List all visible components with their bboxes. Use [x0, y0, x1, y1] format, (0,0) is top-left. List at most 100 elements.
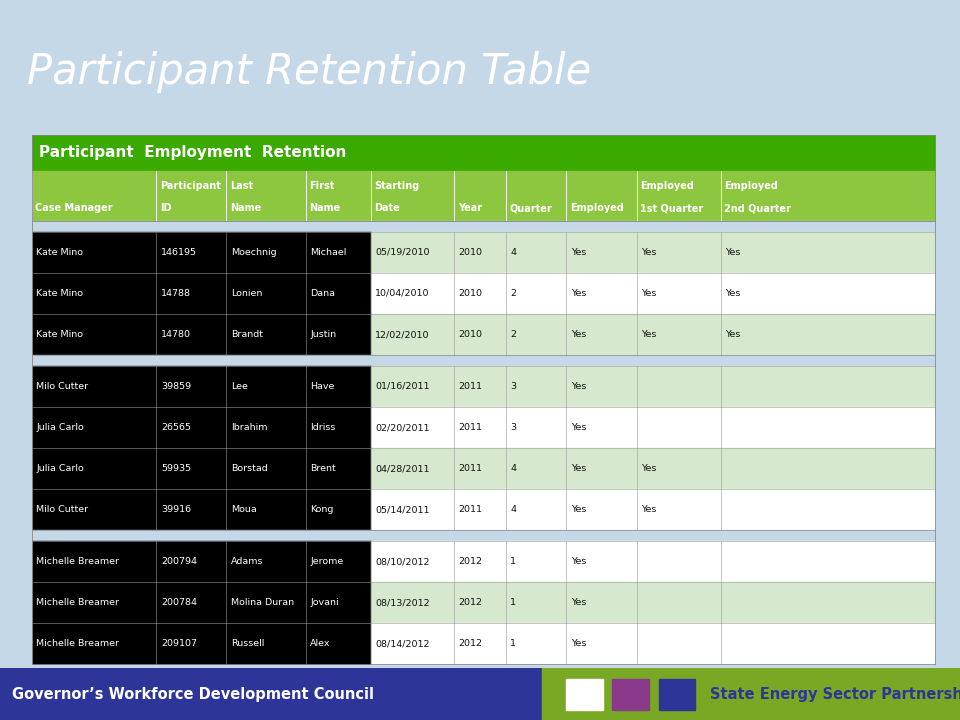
Text: Participant Retention Table: Participant Retention Table — [27, 51, 591, 93]
Text: Kate Mino: Kate Mino — [36, 289, 84, 298]
Text: Molina Duran: Molina Duran — [230, 598, 294, 607]
Bar — [371, 582, 936, 624]
Bar — [32, 135, 936, 171]
Bar — [32, 232, 371, 273]
Text: 2010: 2010 — [459, 248, 483, 257]
Text: Michael: Michael — [310, 248, 347, 257]
Text: Milo Cutter: Milo Cutter — [36, 505, 88, 514]
Text: Yes: Yes — [641, 464, 657, 473]
Bar — [371, 541, 936, 582]
Bar — [659, 678, 695, 710]
Text: 2012: 2012 — [459, 639, 483, 649]
Text: Yes: Yes — [570, 598, 586, 607]
Text: Date: Date — [374, 204, 400, 213]
Text: 12/02/2010: 12/02/2010 — [375, 330, 430, 339]
Text: Have: Have — [310, 382, 335, 391]
Text: 1: 1 — [510, 639, 516, 649]
Bar — [32, 221, 936, 232]
Text: 2012: 2012 — [459, 598, 483, 607]
Text: Yes: Yes — [641, 289, 657, 298]
Text: Last: Last — [229, 181, 252, 191]
Text: Yes: Yes — [570, 289, 586, 298]
Bar — [32, 448, 371, 490]
Text: Idriss: Idriss — [310, 423, 336, 432]
Text: 2011: 2011 — [459, 382, 483, 391]
Text: 2011: 2011 — [459, 464, 483, 473]
Text: Case Manager: Case Manager — [36, 204, 113, 213]
Text: Starting: Starting — [374, 181, 420, 191]
Text: Brandt: Brandt — [230, 330, 263, 339]
Text: Dana: Dana — [310, 289, 335, 298]
Bar — [32, 273, 371, 314]
Text: Michelle Breamer: Michelle Breamer — [36, 557, 119, 566]
Text: Lee: Lee — [230, 382, 248, 391]
Bar — [32, 407, 371, 448]
Text: Employed: Employed — [725, 181, 779, 191]
Text: Year: Year — [458, 204, 482, 213]
Text: Lonien: Lonien — [230, 289, 262, 298]
Text: 39859: 39859 — [161, 382, 191, 391]
Text: Adams: Adams — [230, 557, 263, 566]
Text: 1: 1 — [510, 598, 516, 607]
Text: 4: 4 — [510, 464, 516, 473]
Text: Yes: Yes — [570, 382, 586, 391]
Text: 2: 2 — [510, 330, 516, 339]
Text: Jerome: Jerome — [310, 557, 344, 566]
Text: 14780: 14780 — [161, 330, 191, 339]
Text: Governor’s Workforce Development Council: Governor’s Workforce Development Council — [12, 687, 373, 701]
Text: 59935: 59935 — [161, 464, 191, 473]
Bar — [32, 171, 936, 221]
Text: 2010: 2010 — [459, 330, 483, 339]
Text: 2: 2 — [510, 289, 516, 298]
Text: Participant  Employment  Retention: Participant Employment Retention — [39, 145, 347, 160]
Text: Michelle Breamer: Michelle Breamer — [36, 639, 119, 649]
Text: Quarter: Quarter — [509, 204, 552, 213]
Text: Participant: Participant — [160, 181, 221, 191]
Text: 3: 3 — [510, 382, 516, 391]
Text: Yes: Yes — [570, 330, 586, 339]
Bar — [371, 273, 936, 314]
Bar — [32, 314, 371, 355]
Text: Milo Cutter: Milo Cutter — [36, 382, 88, 391]
Text: 2010: 2010 — [459, 289, 483, 298]
Text: Yes: Yes — [570, 557, 586, 566]
Text: 05/14/2011: 05/14/2011 — [375, 505, 430, 514]
Text: First: First — [309, 181, 335, 191]
Text: Moua: Moua — [230, 505, 256, 514]
Text: Justin: Justin — [310, 330, 336, 339]
Text: Julia Carlo: Julia Carlo — [36, 423, 84, 432]
Text: Kate Mino: Kate Mino — [36, 248, 84, 257]
Text: Yes: Yes — [570, 423, 586, 432]
Text: 4: 4 — [510, 505, 516, 514]
Text: 02/20/2011: 02/20/2011 — [375, 423, 430, 432]
Text: Kate Mino: Kate Mino — [36, 330, 84, 339]
Text: Name: Name — [229, 204, 261, 213]
Text: 08/10/2012: 08/10/2012 — [375, 557, 430, 566]
Text: Name: Name — [309, 204, 341, 213]
Text: Employed: Employed — [569, 204, 624, 213]
Text: 01/16/2011: 01/16/2011 — [375, 382, 430, 391]
Text: Michelle Breamer: Michelle Breamer — [36, 598, 119, 607]
Text: Kong: Kong — [310, 505, 333, 514]
Bar — [371, 448, 936, 490]
Text: 1: 1 — [510, 557, 516, 566]
Text: Employed: Employed — [640, 181, 694, 191]
Text: Borstad: Borstad — [230, 464, 268, 473]
Text: State Energy Sector Partnership: State Energy Sector Partnership — [710, 687, 960, 701]
Text: 200784: 200784 — [161, 598, 197, 607]
Text: Yes: Yes — [570, 464, 586, 473]
Bar — [542, 668, 960, 720]
Bar — [566, 678, 603, 710]
Text: Yes: Yes — [641, 505, 657, 514]
Text: 04/28/2011: 04/28/2011 — [375, 464, 430, 473]
Bar — [32, 531, 936, 541]
Bar — [371, 366, 936, 407]
Text: Brent: Brent — [310, 464, 336, 473]
Bar — [32, 355, 936, 366]
Text: 200794: 200794 — [161, 557, 197, 566]
Bar — [371, 232, 936, 273]
Text: Yes: Yes — [726, 330, 741, 339]
Text: Yes: Yes — [570, 639, 586, 649]
Text: 2011: 2011 — [459, 505, 483, 514]
Text: 14788: 14788 — [161, 289, 191, 298]
